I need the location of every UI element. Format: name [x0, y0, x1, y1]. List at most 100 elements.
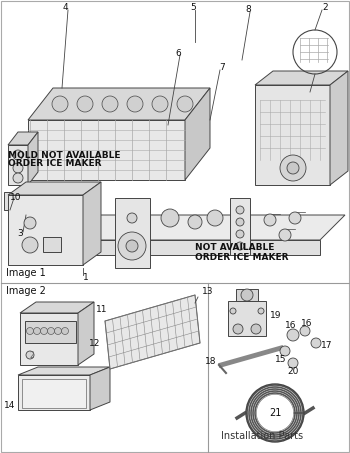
Circle shape — [280, 155, 306, 181]
Circle shape — [264, 214, 276, 226]
Polygon shape — [228, 301, 266, 336]
Polygon shape — [25, 321, 76, 343]
Circle shape — [236, 206, 244, 214]
Circle shape — [188, 215, 202, 229]
Circle shape — [236, 218, 244, 226]
Polygon shape — [8, 195, 83, 265]
Polygon shape — [28, 132, 38, 185]
Polygon shape — [55, 240, 320, 255]
Text: Image 2: Image 2 — [6, 286, 46, 296]
Circle shape — [41, 328, 48, 334]
Polygon shape — [8, 145, 28, 185]
Text: 13: 13 — [202, 286, 214, 295]
Circle shape — [236, 242, 244, 250]
Circle shape — [48, 328, 55, 334]
Circle shape — [13, 150, 23, 160]
Circle shape — [118, 232, 146, 260]
Polygon shape — [18, 367, 110, 375]
Text: 6: 6 — [175, 48, 181, 58]
Circle shape — [207, 210, 223, 226]
Polygon shape — [255, 85, 330, 185]
Circle shape — [161, 209, 179, 227]
Text: 2: 2 — [322, 4, 328, 13]
Circle shape — [241, 289, 253, 301]
Circle shape — [300, 326, 310, 336]
Circle shape — [251, 324, 261, 334]
Text: 1: 1 — [83, 273, 89, 281]
Polygon shape — [20, 313, 78, 365]
Circle shape — [152, 96, 168, 112]
Text: Installation Parts: Installation Parts — [221, 431, 303, 441]
Text: 14: 14 — [4, 400, 15, 410]
Text: 8: 8 — [245, 5, 251, 14]
Polygon shape — [330, 71, 348, 185]
Polygon shape — [8, 182, 101, 195]
Text: 16: 16 — [285, 322, 297, 331]
Text: Image 1: Image 1 — [6, 268, 46, 278]
Circle shape — [22, 237, 38, 253]
Text: 15: 15 — [275, 356, 287, 365]
Circle shape — [26, 351, 34, 359]
Text: 17: 17 — [321, 341, 332, 350]
Polygon shape — [18, 375, 90, 410]
Circle shape — [311, 338, 321, 348]
Circle shape — [258, 396, 292, 430]
Circle shape — [13, 163, 23, 173]
Circle shape — [127, 96, 143, 112]
Circle shape — [102, 96, 118, 112]
Polygon shape — [236, 289, 258, 301]
Text: 5: 5 — [190, 4, 196, 13]
Circle shape — [258, 308, 264, 314]
Text: 3: 3 — [17, 230, 23, 238]
Circle shape — [24, 217, 36, 229]
Text: 7: 7 — [219, 63, 225, 72]
Text: 19: 19 — [270, 312, 281, 321]
Polygon shape — [83, 182, 101, 265]
Polygon shape — [28, 120, 185, 180]
Circle shape — [27, 328, 34, 334]
Circle shape — [279, 229, 291, 241]
Bar — [43, 237, 61, 252]
Circle shape — [287, 329, 299, 341]
Circle shape — [236, 230, 244, 238]
Polygon shape — [55, 215, 345, 240]
Circle shape — [77, 96, 93, 112]
Text: 20: 20 — [287, 367, 299, 376]
Polygon shape — [185, 88, 210, 180]
Polygon shape — [115, 198, 150, 268]
Text: ORDER ICE MAKER: ORDER ICE MAKER — [8, 159, 101, 169]
Circle shape — [230, 308, 236, 314]
Circle shape — [55, 328, 62, 334]
Text: 21: 21 — [269, 408, 281, 418]
Circle shape — [52, 96, 68, 112]
Text: 18: 18 — [204, 357, 216, 366]
Circle shape — [127, 213, 137, 223]
Polygon shape — [105, 295, 200, 369]
Circle shape — [34, 328, 41, 334]
Text: NOT AVAILABLE: NOT AVAILABLE — [195, 244, 274, 252]
Circle shape — [13, 173, 23, 183]
Circle shape — [233, 324, 243, 334]
Text: 11: 11 — [96, 304, 107, 313]
Polygon shape — [20, 302, 94, 313]
Text: 4: 4 — [62, 4, 68, 13]
Text: MOLD NOT AVAILABLE: MOLD NOT AVAILABLE — [8, 150, 120, 159]
Polygon shape — [230, 198, 250, 255]
Circle shape — [287, 162, 299, 174]
Circle shape — [177, 96, 193, 112]
Text: ORDER ICE MAKER: ORDER ICE MAKER — [195, 252, 288, 261]
Polygon shape — [8, 132, 38, 145]
Text: 16: 16 — [301, 318, 313, 328]
Circle shape — [289, 212, 301, 224]
Circle shape — [288, 358, 298, 368]
Circle shape — [280, 346, 290, 356]
Text: 10: 10 — [10, 193, 21, 202]
Polygon shape — [78, 302, 94, 365]
Circle shape — [126, 240, 138, 252]
Polygon shape — [90, 367, 110, 410]
Circle shape — [62, 328, 69, 334]
Text: 12: 12 — [89, 338, 100, 347]
Polygon shape — [22, 379, 86, 408]
Polygon shape — [255, 71, 348, 85]
Text: 2: 2 — [30, 351, 34, 360]
